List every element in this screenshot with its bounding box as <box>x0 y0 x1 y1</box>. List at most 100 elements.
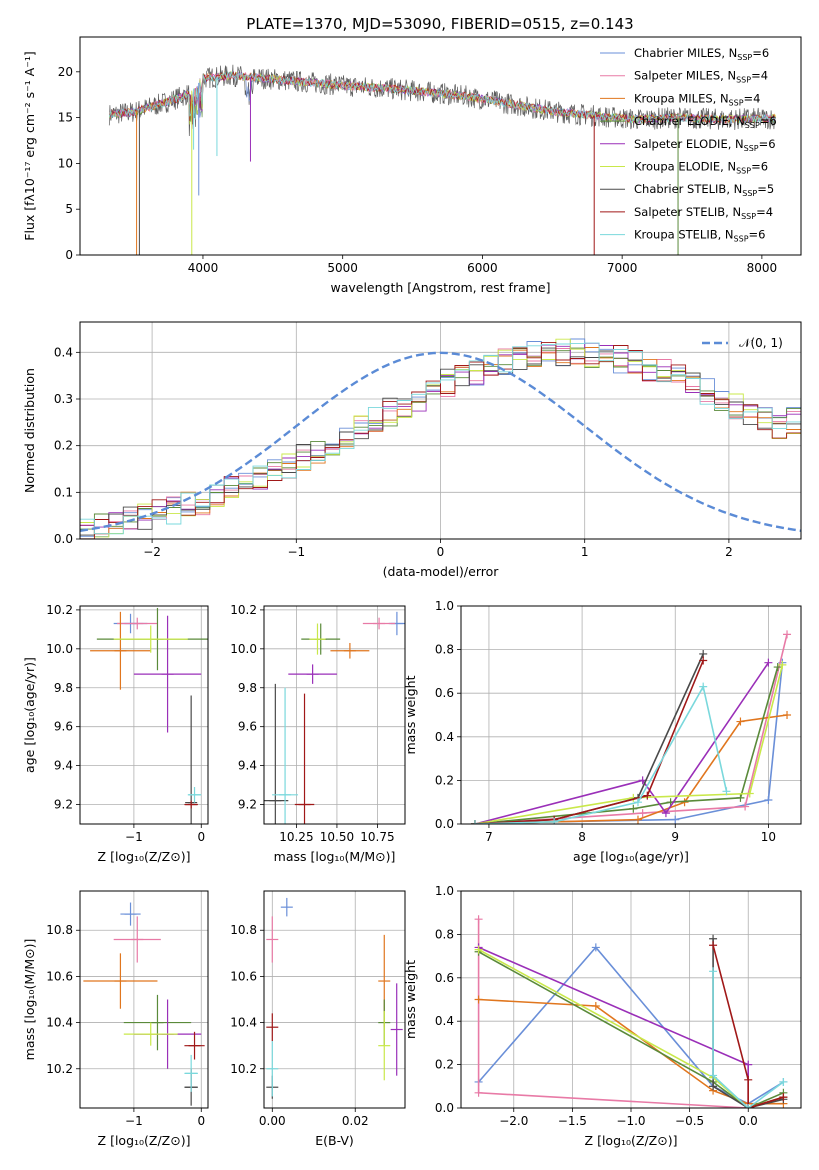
x-tick-label: 2 <box>725 545 733 559</box>
axes-frame <box>460 605 802 825</box>
y-tick-label: 10.2 <box>230 1062 257 1076</box>
x-tick-label: 1 <box>581 545 589 559</box>
y-tick-label: 0.6 <box>435 686 454 700</box>
weight-point <box>633 815 642 824</box>
legend-label: Chabrier STELIB, NSSP=5 <box>634 182 774 198</box>
y-axis-label: age [log₁₀(age/yr)] <box>22 657 37 773</box>
legend-label-sub: SSP <box>741 212 756 221</box>
weight-point <box>778 660 787 669</box>
weight-point <box>744 1060 753 1069</box>
y-axis-label: mass [log₁₀(M/M⊙)] <box>22 939 37 1061</box>
legend-label-sub: SSP <box>737 53 752 62</box>
weight-series-line <box>474 660 704 824</box>
x-tick-label: −1 <box>125 1114 143 1128</box>
legend-label-tail: =6 <box>760 114 777 128</box>
weight-point <box>671 815 680 824</box>
y-tick-label: 9.2 <box>238 798 257 812</box>
x-tick-label: −1 <box>287 545 305 559</box>
x-tick-label: 0 <box>197 1114 205 1128</box>
weight-point <box>736 793 745 802</box>
weight-series-line <box>474 664 784 824</box>
weight-point <box>741 802 750 811</box>
weight-point <box>474 915 483 924</box>
y-tick-label: 0.4 <box>435 730 454 744</box>
legend-label: 𝒩(0, 1) <box>739 336 783 350</box>
y-tick-label: 0.8 <box>435 643 454 657</box>
y-tick-label: 0.8 <box>435 927 454 941</box>
y-tick-label: 0.4 <box>54 345 73 359</box>
panel-ebv-mass: 0.00 0.02 10.2 10.4 10.6 10.8 E(B-V) <box>230 890 406 1148</box>
weight-point <box>709 941 718 950</box>
y-tick-label: 20 <box>58 65 73 79</box>
x-axis-label: E(B-V) <box>315 1133 354 1148</box>
y-tick-label: 5 <box>65 202 73 216</box>
x-tick-label: 7 <box>485 830 493 844</box>
legend-label-tail: =6 <box>759 137 776 151</box>
panel-age-weight: 7 8 9 10 0.0 0.2 0.4 0.6 0.8 1.0 age [log₁₀(age/yr… <box>403 599 802 864</box>
y-tick-label: 0.1 <box>54 485 73 499</box>
weight-point <box>591 943 600 952</box>
y-tick-label: 9.6 <box>238 720 257 734</box>
y-tick-label: 9.4 <box>54 759 73 773</box>
y-tick-label: 9.8 <box>54 681 73 695</box>
legend-label: Kroupa MILES, NSSP=4 <box>634 91 760 107</box>
panel-Z-mass: −1 0 10.2 10.4 10.6 10.8 Z [log₁₀(Z/Z⊙)] mass [… <box>22 890 209 1148</box>
x-tick-label: 8000 <box>747 261 778 275</box>
plot-area <box>264 611 405 824</box>
figure-title: PLATE=1370, MJD=53090, FIBERID=0515, z=0… <box>246 15 633 33</box>
weight-point <box>474 995 483 1004</box>
x-tick-label: 0.00 <box>259 1114 286 1128</box>
y-tick-label: 10.8 <box>46 923 73 937</box>
legend-label-tail: =6 <box>749 228 766 242</box>
plot-area <box>470 630 792 824</box>
weight-series-line <box>712 945 784 1108</box>
x-tick-label: 10.75 <box>360 830 394 844</box>
y-tick-label: 9.2 <box>54 798 73 812</box>
plot-area <box>90 607 208 824</box>
x-tick-label: 0 <box>437 545 445 559</box>
y-tick-label: 0.4 <box>435 1014 454 1028</box>
legend-label-sub: SSP <box>745 121 760 130</box>
x-tick-label: 10.50 <box>320 830 354 844</box>
legend-label-sub: SSP <box>734 235 749 244</box>
legend-label-name: Kroupa MILES, N <box>634 91 729 105</box>
x-axis-label: Z [log₁₀(Z/Z⊙)] <box>98 849 191 864</box>
y-tick-label: 0.3 <box>54 392 73 406</box>
weight-point <box>550 817 559 824</box>
weight-point <box>633 798 642 807</box>
panel-residual-hist: −2 −1 0 1 2 0.0 0.1 0.2 0.3 0.4 (data-model)/error… <box>22 321 802 579</box>
weight-point <box>474 1088 483 1097</box>
y-tick-label: 10.2 <box>46 603 73 617</box>
legend-label-name: Kroupa ELODIE, N <box>634 160 736 174</box>
legend-label-name: Salpeter ELODIE, N <box>634 137 744 151</box>
legend-label: Kroupa ELODIE, NSSP=6 <box>634 160 768 176</box>
x-axis-label: age [log₁₀(age/yr)] <box>573 849 689 864</box>
y-tick-label: 0 <box>65 248 73 262</box>
x-tick-label: −1.5 <box>558 1114 587 1128</box>
weight-point <box>722 787 731 796</box>
legend-label-name: Salpeter STELIB, N <box>634 205 741 219</box>
y-tick-label: 10.2 <box>46 1062 73 1076</box>
panel-Z-weight: −2.0 −1.5 −1.0 −0.5 0.0 0.0 0.2 0.4 0.6 0.8 1.0 Z [… <box>403 884 802 1148</box>
weight-point <box>638 809 647 818</box>
spectrum-line <box>108 71 776 125</box>
weight-point <box>744 1075 753 1084</box>
axes-frame <box>79 890 209 1109</box>
x-axis-label: Z [log₁₀(Z/Z⊙)] <box>98 1133 191 1148</box>
x-axis-label: (data-model)/error <box>383 564 500 579</box>
axes-frame <box>79 36 802 256</box>
legend-label: Salpeter STELIB, NSSP=4 <box>634 205 773 221</box>
histogram-series <box>80 342 801 530</box>
weight-series-line <box>712 971 784 1108</box>
x-axis-label: wavelength [Angstrom, rest frame] <box>330 280 550 295</box>
weight-point <box>709 1082 718 1091</box>
legend-label-name: Kroupa STELIB, N <box>634 228 734 242</box>
weight-point <box>779 1077 788 1086</box>
weight-point <box>629 804 638 813</box>
legend-label: Chabrier ELODIE, NSSP=6 <box>634 114 777 130</box>
legend-label-sub: SSP <box>742 189 757 198</box>
histogram-series <box>80 347 801 530</box>
histogram-series <box>80 342 801 535</box>
